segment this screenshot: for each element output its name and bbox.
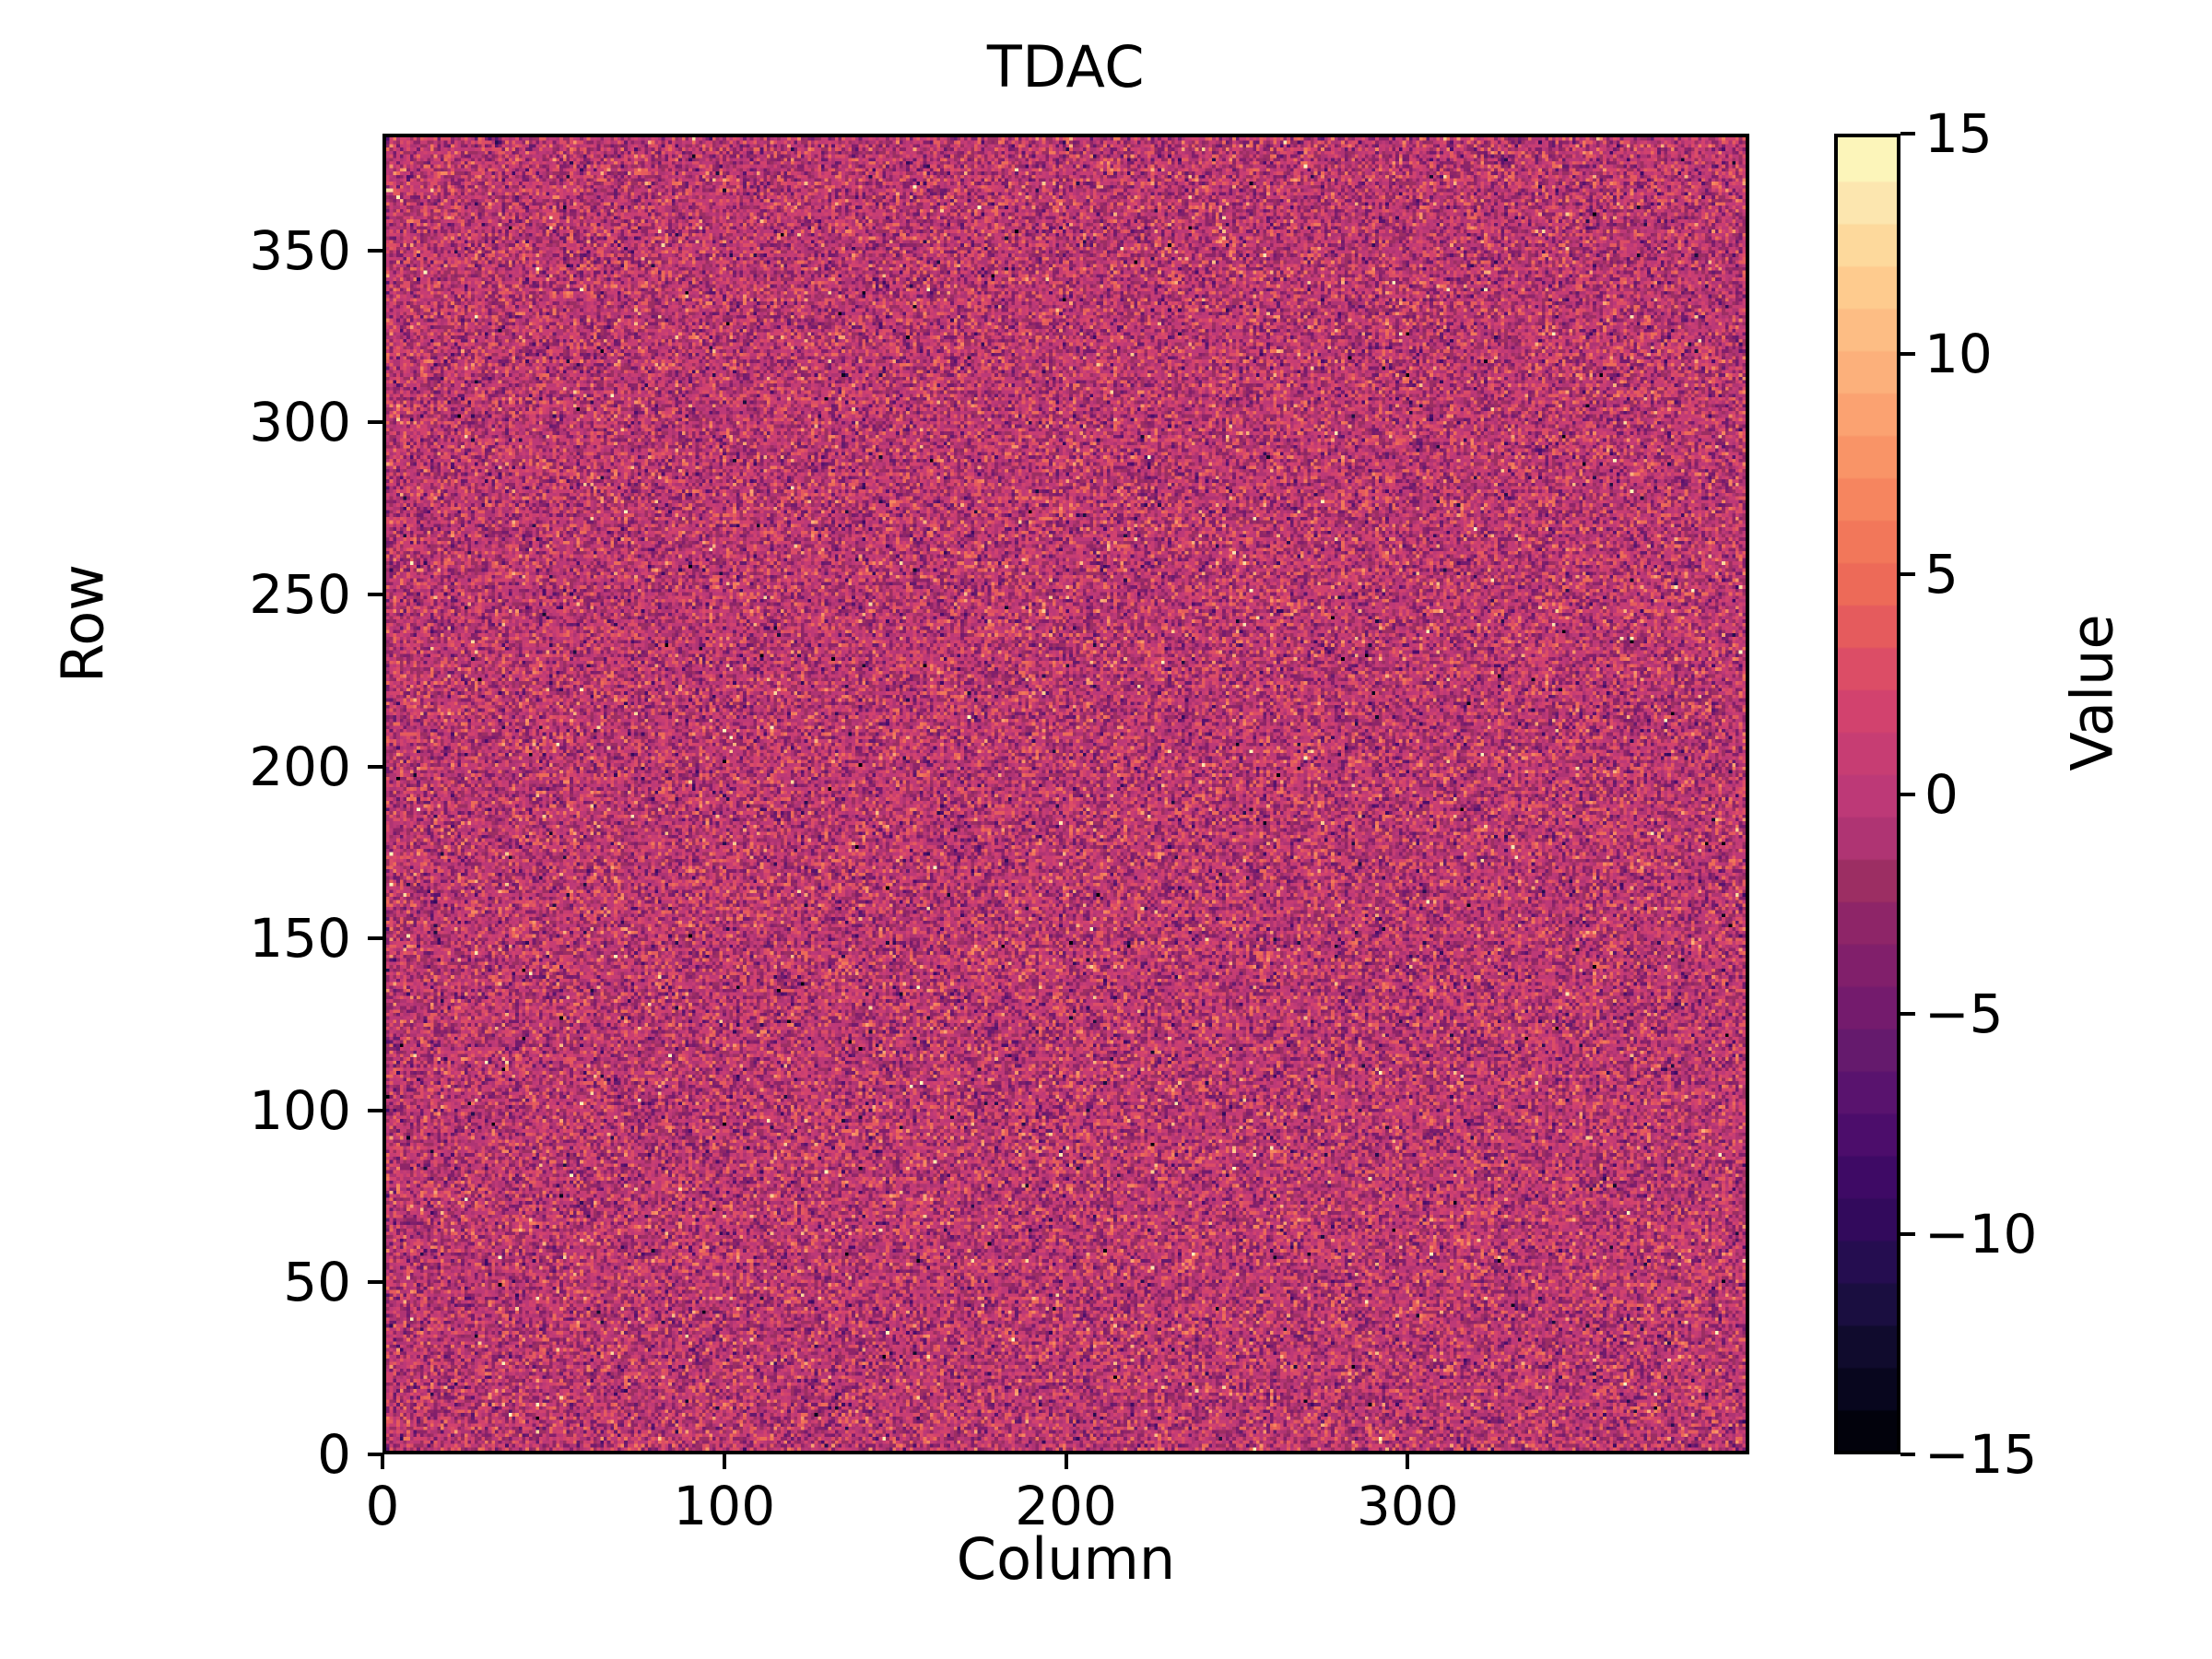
- y-tick-label: 50: [283, 1251, 351, 1314]
- colorbar-tick-label: −15: [1924, 1423, 2038, 1486]
- y-tick-label: 250: [249, 563, 351, 627]
- x-tick-label: 300: [1356, 1475, 1459, 1537]
- heatmap-image: [386, 137, 1746, 1451]
- y-tick-mark: [368, 764, 382, 769]
- y-tick-mark: [368, 420, 382, 425]
- y-tick-label: 350: [249, 218, 351, 282]
- colorbar-tick-label: −5: [1924, 982, 2004, 1046]
- colorbar-tick-mark: [1900, 1232, 1915, 1237]
- y-tick-mark: [368, 936, 382, 941]
- colorbar-tick-mark: [1900, 351, 1915, 356]
- colorbar-tick-label: −10: [1924, 1203, 2038, 1266]
- colorbar-tick-label: 10: [1924, 322, 1993, 385]
- colorbar-tick-label: 15: [1924, 102, 1993, 165]
- x-tick-label: 0: [365, 1475, 400, 1537]
- colorbar-tick-mark: [1900, 132, 1915, 135]
- y-tick-mark: [368, 1280, 382, 1285]
- colorbar-tick-mark: [1900, 1453, 1915, 1456]
- colorbar: [1834, 134, 1900, 1454]
- colorbar-gradient: [1838, 137, 1897, 1451]
- colorbar-tick-label: 5: [1924, 542, 1959, 606]
- colorbar-label: Value: [2058, 614, 2126, 771]
- x-tick-mark: [722, 1454, 726, 1469]
- colorbar-tick-mark: [1900, 792, 1915, 796]
- y-tick-mark: [368, 1453, 382, 1456]
- x-tick-mark: [381, 1454, 384, 1469]
- y-tick-label: 100: [249, 1078, 351, 1142]
- x-tick-mark: [1406, 1454, 1410, 1469]
- x-axis-label: Column: [956, 1525, 1176, 1593]
- y-tick-label: 300: [249, 391, 351, 454]
- x-tick-mark: [1064, 1454, 1068, 1469]
- y-tick-mark: [368, 593, 382, 597]
- colorbar-tick-mark: [1900, 1012, 1915, 1017]
- x-tick-label: 200: [1015, 1475, 1117, 1537]
- colorbar-tick-mark: [1900, 571, 1915, 576]
- x-tick-label: 100: [673, 1475, 776, 1537]
- y-tick-label: 0: [317, 1423, 351, 1486]
- heatmap-plot-area: [382, 134, 1749, 1454]
- y-tick-label: 150: [249, 907, 351, 971]
- y-tick-mark: [368, 1108, 382, 1112]
- page-title: TDAC: [986, 33, 1146, 100]
- y-tick-mark: [368, 248, 382, 253]
- y-tick-label: 200: [249, 735, 351, 798]
- colorbar-tick-label: 0: [1924, 762, 1959, 826]
